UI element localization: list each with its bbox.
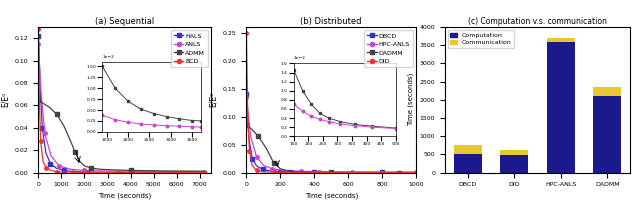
Legend: Computation, Communication: Computation, Communication — [448, 30, 514, 48]
Title: (c) Computation v.s. communication: (c) Computation v.s. communication — [468, 17, 607, 26]
Bar — [454, 145, 482, 154]
Y-axis label: Time (seconds): Time (seconds) — [408, 73, 414, 126]
Bar — [454, 154, 482, 173]
Bar — [593, 96, 621, 173]
Title: (a) Sequential: (a) Sequential — [95, 17, 154, 26]
Legend: HALS, ANLS, ADMM, BCD: HALS, ANLS, ADMM, BCD — [171, 30, 208, 67]
Bar — [547, 42, 575, 173]
X-axis label: Time (seconds): Time (seconds) — [98, 193, 152, 199]
Title: (b) Distributed: (b) Distributed — [300, 17, 362, 26]
Bar — [500, 155, 528, 173]
Y-axis label: E/E⁰: E/E⁰ — [1, 92, 10, 108]
Bar — [500, 150, 528, 155]
Legend: DBCD, HPC-ANLS, DADMM, DID: DBCD, HPC-ANLS, DADMM, DID — [364, 30, 413, 67]
Bar — [547, 38, 575, 42]
X-axis label: Time (seconds): Time (seconds) — [305, 193, 358, 199]
Y-axis label: E/E⁰: E/E⁰ — [209, 92, 218, 108]
Bar — [593, 87, 621, 96]
